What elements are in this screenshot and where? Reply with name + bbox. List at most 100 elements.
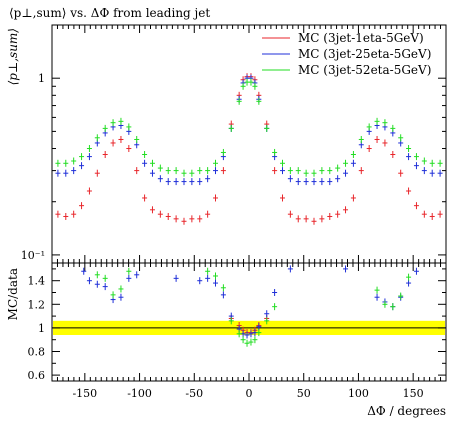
- ratio-point: [220, 291, 226, 299]
- main-point: [236, 97, 242, 105]
- main-point: [335, 210, 341, 218]
- main-point: [295, 215, 301, 223]
- main-point: [319, 178, 325, 186]
- main-point: [126, 145, 132, 153]
- main-point: [71, 210, 77, 218]
- ratio-point: [134, 271, 140, 279]
- main-point: [213, 194, 219, 202]
- x-tick-label: 0: [246, 387, 253, 400]
- ratio-point: [197, 277, 203, 285]
- ratio-point: [126, 274, 132, 282]
- main-point: [358, 135, 364, 143]
- main-point: [429, 159, 435, 167]
- main-point: [181, 217, 187, 225]
- ratio-point: [256, 323, 262, 331]
- main-point: [429, 169, 435, 177]
- main-point: [406, 153, 412, 161]
- main-point: [335, 175, 341, 183]
- ratio-point: [406, 273, 412, 281]
- ratio-point: [252, 336, 258, 344]
- ratio-point: [406, 279, 412, 287]
- main-point: [63, 212, 69, 220]
- main-point: [256, 97, 262, 105]
- ratio-point: [118, 293, 124, 301]
- ratio-y-axis-label: MC/data: [6, 268, 20, 320]
- ratio-point: [382, 300, 388, 308]
- ratio-y-tick-label: 0.6: [28, 369, 46, 382]
- main-point: [228, 124, 234, 132]
- main-point: [118, 117, 124, 125]
- main-point: [327, 167, 333, 175]
- ratio-y-tick-label: 1: [38, 322, 45, 335]
- main-point: [374, 117, 380, 125]
- main-point: [220, 148, 226, 156]
- ratio-point: [205, 274, 211, 282]
- main-point: [287, 167, 293, 175]
- main-point: [71, 157, 77, 165]
- main-point: [79, 162, 85, 170]
- main-point: [118, 135, 124, 143]
- main-point: [86, 145, 92, 153]
- main-point: [189, 215, 195, 223]
- main-point: [149, 159, 155, 167]
- main-point: [335, 164, 341, 172]
- main-y-tick-label: 1: [38, 72, 45, 85]
- main-point: [149, 206, 155, 214]
- main-point: [213, 159, 219, 167]
- main-point: [110, 139, 116, 147]
- ratio-point: [240, 336, 246, 344]
- x-axis-label: ΔΦ / degrees: [367, 404, 446, 418]
- ratio-y-tick-label: 1.4: [28, 275, 46, 288]
- main-point: [197, 167, 203, 175]
- main-point: [55, 169, 61, 177]
- main-point: [272, 148, 278, 156]
- main-point: [343, 159, 349, 167]
- ratio-point: [248, 338, 254, 346]
- chart-title: ⟨p⊥,sum⟩ vs. ΔΦ from leading jet: [9, 6, 210, 20]
- ratio-series-3: [94, 267, 412, 347]
- x-tick-label: -100: [127, 387, 152, 400]
- main-point: [343, 169, 349, 177]
- x-tick-label: -150: [72, 387, 97, 400]
- main-point: [303, 178, 309, 186]
- main-point: [303, 215, 309, 223]
- ratio-point: [398, 292, 404, 300]
- main-point: [79, 153, 85, 161]
- main-point: [181, 178, 187, 186]
- main-point: [102, 151, 108, 159]
- ratio-x-ticks: -150 -100 -50 0 50 100 150: [56, 263, 442, 400]
- main-point: [252, 82, 258, 90]
- main-point: [366, 123, 372, 131]
- ratio-point: [413, 267, 419, 275]
- main-y-axis-label: ⟨p⊥,sum⟩: [6, 28, 20, 85]
- main-point: [303, 169, 309, 177]
- ratio-point: [272, 303, 278, 311]
- ratio-y-tick-label: 1.2: [28, 298, 46, 311]
- ratio-point: [272, 289, 278, 296]
- main-point: [86, 187, 92, 195]
- legend-entry: MC (3jet-25eta-5GeV): [298, 47, 431, 61]
- main-point: [437, 169, 443, 177]
- main-point: [390, 151, 396, 159]
- x-tick-label: 50: [297, 387, 311, 400]
- ratio-y-tick-label: 0.8: [28, 346, 46, 359]
- x-tick-label: -50: [185, 387, 203, 400]
- main-point: [94, 169, 100, 177]
- ratio-point: [374, 286, 380, 294]
- ratio-point: [244, 331, 250, 339]
- main-point: [319, 167, 325, 175]
- x-tick-label: 150: [403, 387, 424, 400]
- main-point: [398, 169, 404, 177]
- main-point: [421, 167, 427, 175]
- main-point: [421, 157, 427, 165]
- ratio-point: [126, 267, 132, 275]
- ratio-point: [264, 317, 270, 325]
- main-point: [205, 175, 211, 183]
- ratio-point: [94, 280, 100, 288]
- main-point: [213, 167, 219, 175]
- main-point: [358, 167, 364, 175]
- main-point: [295, 167, 301, 175]
- ratio-points: [81, 265, 419, 347]
- legend-entry: MC (3jet-1eta-5GeV): [298, 31, 424, 45]
- ratio-point: [102, 274, 108, 282]
